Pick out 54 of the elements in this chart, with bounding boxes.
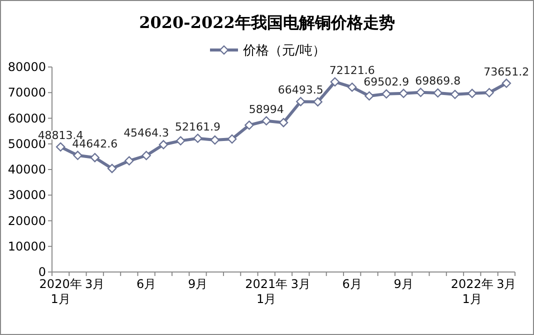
point bbox=[468, 88, 477, 98]
data-label: 66493.5 bbox=[278, 84, 324, 97]
x-tick-label: 9月 bbox=[188, 277, 208, 291]
y-tick-label: 20000 bbox=[8, 214, 46, 228]
x-tick-label: 6月 bbox=[136, 277, 156, 291]
point bbox=[450, 90, 460, 100]
point bbox=[364, 91, 374, 101]
point bbox=[124, 156, 134, 166]
point bbox=[193, 134, 202, 143]
data-label: 52161.9 bbox=[175, 120, 221, 134]
point bbox=[313, 97, 322, 106]
point bbox=[330, 77, 340, 86]
point bbox=[347, 82, 357, 92]
data-label: 72121.6 bbox=[329, 64, 375, 77]
point bbox=[73, 150, 82, 160]
y-tick-label: 10000 bbox=[8, 239, 46, 254]
point bbox=[484, 88, 494, 98]
point bbox=[90, 153, 100, 162]
y-tick-label: 30000 bbox=[8, 188, 46, 202]
x-tick-label: 3月 bbox=[496, 277, 516, 291]
point bbox=[502, 78, 512, 88]
point bbox=[56, 142, 66, 152]
data-label: 58994 bbox=[248, 102, 284, 116]
legend-label: 价格（元/吨） bbox=[242, 44, 326, 58]
x-tick-label: 9月 bbox=[394, 277, 414, 291]
point bbox=[296, 97, 306, 106]
data-label: 69502.9 bbox=[364, 75, 410, 88]
x-tick-label: 3月 bbox=[290, 277, 310, 291]
point bbox=[398, 88, 408, 98]
x-tick-label: 2020年 1月 bbox=[39, 277, 82, 306]
point bbox=[176, 136, 186, 146]
chart-title: 2020-2022年我国电解铜价格走势 bbox=[139, 13, 395, 32]
y-tick-label: 60000 bbox=[8, 111, 46, 126]
y-tick-label: 0 bbox=[38, 265, 46, 279]
x-tick-label: 2021年 1月 bbox=[245, 277, 288, 306]
point bbox=[244, 120, 254, 130]
y-tick-label: 70000 bbox=[8, 86, 46, 100]
point bbox=[382, 89, 391, 98]
point bbox=[158, 140, 168, 150]
data-label: 45464.3 bbox=[124, 126, 170, 140]
point bbox=[142, 150, 151, 160]
point bbox=[262, 116, 271, 126]
x-tick-label: 2022年 1月 bbox=[450, 277, 494, 306]
point bbox=[210, 135, 220, 145]
point bbox=[433, 88, 442, 98]
point bbox=[227, 134, 237, 144]
data-label: 69869.8 bbox=[415, 74, 461, 88]
x-tick-label: 6月 bbox=[342, 277, 362, 291]
point bbox=[278, 118, 288, 128]
x-tick-label: 3月 bbox=[85, 277, 105, 291]
y-tick-label: 40000 bbox=[8, 162, 46, 176]
point bbox=[107, 164, 117, 174]
data-label: 73651.2 bbox=[484, 65, 530, 78]
y-tick-label: 80000 bbox=[8, 60, 46, 74]
